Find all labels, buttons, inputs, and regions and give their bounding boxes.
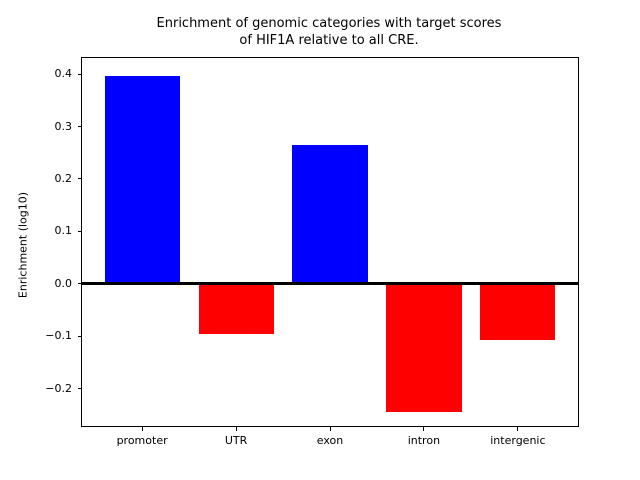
y-tick-0.2 [78,178,82,180]
x-tick-label-intron: intron [407,434,441,447]
y-axis-label: Enrichment (log10) [16,191,30,299]
y-tick-0.1 [78,230,82,232]
x-tick-label-exon: exon [316,434,344,447]
y-tick-0.4 [78,73,82,75]
bar-intergenic [480,283,556,340]
bar-promoter [104,75,180,284]
y-tick-label-0: 0.0 [54,276,73,290]
x-tick-label-UTR: UTR [224,434,248,447]
x-tick-UTR [235,427,237,431]
x-tick-label-intergenic: intergenic [490,434,546,447]
chart-title-line-2: of HIF1A relative to all CRE. [239,33,419,48]
y-tick-0 [78,283,82,285]
x-tick-label-promoter: promoter [116,434,168,447]
chart-title: Enrichment of genomic categories with ta… [81,15,577,49]
bar-UTR [198,283,274,334]
bar-intron [386,283,462,412]
plot-area: promoter UTR exon intron intergenic 0.4 0.3 0.2… [45,57,579,447]
x-tick-promoter [141,427,143,431]
y-tick--0.2 [78,388,82,389]
chart-title-line-1: Enrichment of genomic categories with ta… [156,16,502,31]
x-tick-exon [329,427,331,431]
y-tick-label--0.1: −0.1 [45,329,72,343]
y-tick-label-0.1: 0.1 [54,224,73,238]
x-tick-intergenic [517,427,519,431]
x-tick-intron [423,427,425,431]
y-tick-label-0.3: 0.3 [54,119,73,133]
zero-baseline [82,282,578,286]
y-tick-label-0.2: 0.2 [54,171,73,185]
y-tick-0.3 [78,126,82,127]
bar-exon [292,145,368,284]
y-tick--0.1 [78,335,82,337]
y-tick-label--0.2: −0.2 [45,381,72,395]
y-tick-label-0.4: 0.4 [54,67,73,81]
